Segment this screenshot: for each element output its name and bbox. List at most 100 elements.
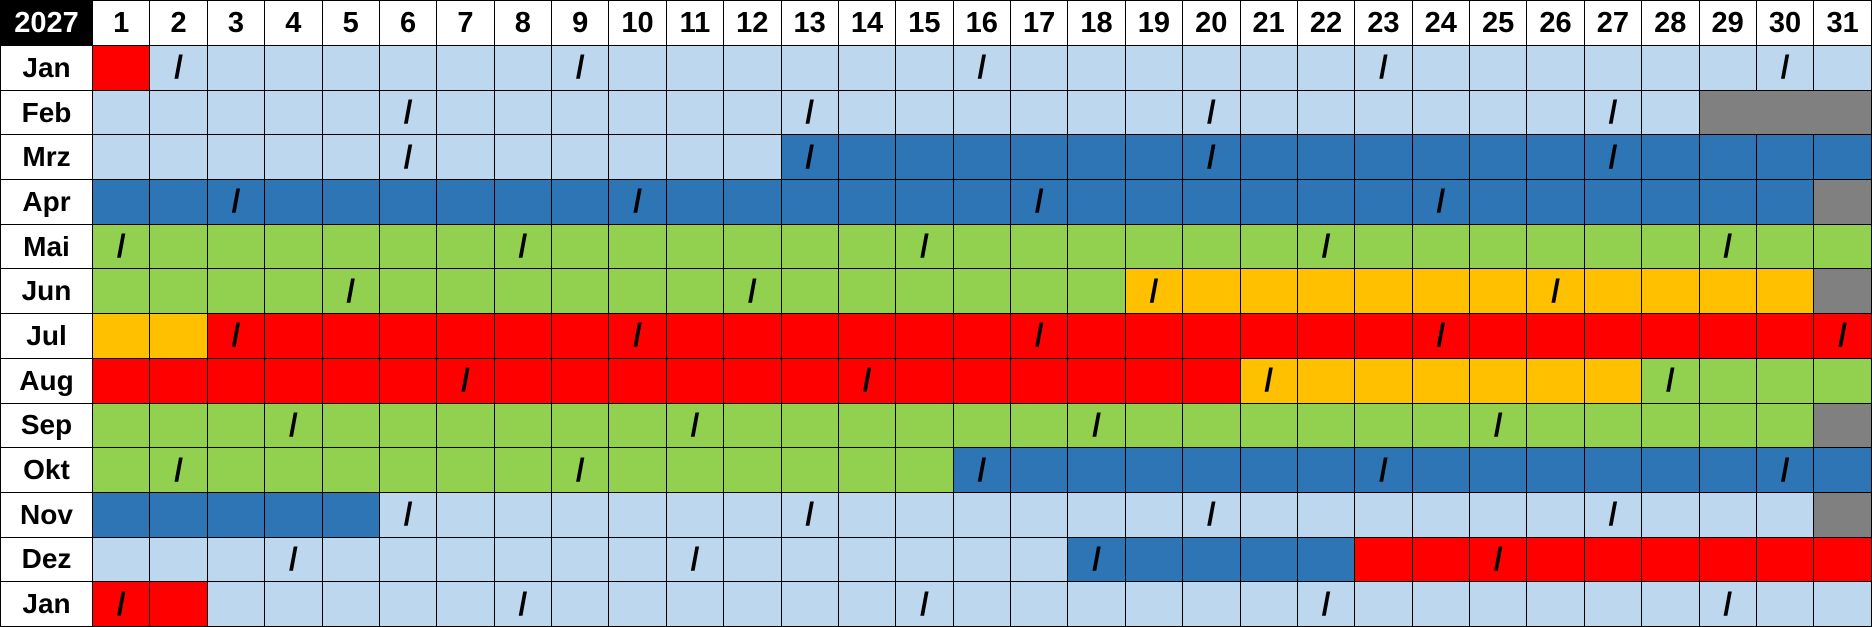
- day-cell[interactable]: [149, 402, 208, 449]
- day-header-cell[interactable]: 1: [91, 0, 151, 46]
- day-cell[interactable]: [1641, 447, 1700, 493]
- day-header-cell[interactable]: 29: [1698, 0, 1757, 46]
- day-cell[interactable]: /: [378, 134, 438, 181]
- day-header-cell[interactable]: 16: [952, 0, 1012, 46]
- day-cell[interactable]: /: [493, 223, 553, 270]
- day-cell[interactable]: [1009, 447, 1069, 493]
- day-cell[interactable]: [1468, 223, 1528, 270]
- day-cell[interactable]: [837, 491, 897, 538]
- day-cell[interactable]: [264, 89, 323, 136]
- day-cell[interactable]: [206, 357, 266, 404]
- day-cell[interactable]: [837, 179, 897, 225]
- day-cell[interactable]: [149, 491, 208, 538]
- day-cell[interactable]: [895, 402, 954, 449]
- day-cell[interactable]: [1067, 134, 1126, 181]
- day-cell[interactable]: [1124, 179, 1184, 225]
- day-cell[interactable]: [837, 268, 897, 315]
- day-cell[interactable]: [493, 268, 553, 315]
- day-cell[interactable]: [780, 581, 839, 627]
- day-header-cell[interactable]: 5: [321, 0, 380, 46]
- day-cell[interactable]: [378, 223, 438, 270]
- day-cell[interactable]: [1124, 223, 1184, 270]
- day-header-cell[interactable]: 17: [1009, 0, 1069, 46]
- day-cell[interactable]: [723, 536, 782, 583]
- day-cell[interactable]: [1526, 581, 1585, 627]
- day-cell[interactable]: [206, 45, 266, 91]
- day-cell[interactable]: [1296, 536, 1356, 583]
- day-header-cell[interactable]: 23: [1354, 0, 1413, 46]
- day-cell[interactable]: [149, 89, 208, 136]
- day-cell[interactable]: /: [1182, 134, 1241, 181]
- day-cell[interactable]: [608, 536, 667, 583]
- day-cell[interactable]: [1067, 45, 1126, 91]
- day-cell[interactable]: [895, 491, 954, 538]
- day-cell[interactable]: [608, 357, 667, 404]
- day-cell[interactable]: /: [780, 134, 839, 181]
- day-cell[interactable]: [1526, 491, 1585, 538]
- day-cell[interactable]: [1239, 581, 1298, 627]
- day-cell[interactable]: /: [665, 402, 725, 449]
- day-cell[interactable]: [149, 313, 208, 359]
- day-cell[interactable]: /: [1755, 45, 1815, 91]
- day-cell[interactable]: [1009, 134, 1069, 181]
- day-cell[interactable]: [665, 223, 725, 270]
- day-cell[interactable]: [1354, 357, 1413, 404]
- day-header-cell[interactable]: 25: [1468, 0, 1528, 46]
- day-cell[interactable]: [837, 536, 897, 583]
- day-cell[interactable]: [1411, 447, 1471, 493]
- month-label-cell[interactable]: Okt: [0, 447, 93, 493]
- day-cell[interactable]: [436, 223, 495, 270]
- day-cell[interactable]: [1698, 402, 1757, 449]
- day-cell[interactable]: /: [1239, 357, 1298, 404]
- day-cell[interactable]: [1067, 268, 1126, 315]
- day-cell[interactable]: [608, 402, 667, 449]
- day-cell[interactable]: [895, 536, 954, 583]
- day-cell[interactable]: /: [378, 491, 438, 538]
- month-label-cell[interactable]: Nov: [0, 491, 93, 538]
- month-label-cell[interactable]: Dez: [0, 536, 93, 583]
- day-cell[interactable]: [1009, 268, 1069, 315]
- day-cell[interactable]: [321, 179, 380, 225]
- day-cell[interactable]: [1468, 357, 1528, 404]
- day-cell[interactable]: [378, 179, 438, 225]
- month-label-cell[interactable]: Jun: [0, 268, 93, 315]
- day-cell[interactable]: [1009, 45, 1069, 91]
- day-header-cell[interactable]: 26: [1526, 0, 1585, 46]
- day-cell[interactable]: [1067, 491, 1126, 538]
- day-cell[interactable]: [952, 179, 1012, 225]
- day-cell[interactable]: [493, 447, 553, 493]
- day-cell[interactable]: [837, 223, 897, 270]
- day-cell[interactable]: [837, 313, 897, 359]
- day-header-cell[interactable]: 31: [1813, 0, 1872, 46]
- day-cell[interactable]: [321, 313, 380, 359]
- day-cell[interactable]: /: [321, 268, 380, 315]
- day-cell[interactable]: /: [206, 313, 266, 359]
- day-cell[interactable]: [264, 313, 323, 359]
- day-cell[interactable]: [1124, 536, 1184, 583]
- day-cell[interactable]: [550, 536, 610, 583]
- day-cell[interactable]: [608, 89, 667, 136]
- day-cell[interactable]: [1067, 357, 1126, 404]
- day-cell[interactable]: [493, 357, 553, 404]
- day-cell[interactable]: [91, 268, 151, 315]
- day-cell[interactable]: /: [1526, 268, 1585, 315]
- day-cell[interactable]: [723, 491, 782, 538]
- day-cell[interactable]: [1526, 447, 1585, 493]
- day-cell[interactable]: [723, 447, 782, 493]
- day-cell[interactable]: [1411, 89, 1471, 136]
- day-cell[interactable]: [1411, 223, 1471, 270]
- day-header-cell[interactable]: 11: [665, 0, 725, 46]
- day-cell[interactable]: [1583, 536, 1643, 583]
- day-cell[interactable]: [1813, 223, 1872, 270]
- day-cell[interactable]: [321, 536, 380, 583]
- day-cell[interactable]: [952, 581, 1012, 627]
- day-cell[interactable]: [550, 223, 610, 270]
- day-cell[interactable]: [493, 179, 553, 225]
- day-cell[interactable]: [378, 45, 438, 91]
- day-cell[interactable]: [1755, 536, 1815, 583]
- day-cell[interactable]: [1182, 581, 1241, 627]
- day-cell[interactable]: [952, 223, 1012, 270]
- day-cell[interactable]: [1296, 89, 1356, 136]
- day-cell[interactable]: [837, 89, 897, 136]
- day-cell[interactable]: [665, 313, 725, 359]
